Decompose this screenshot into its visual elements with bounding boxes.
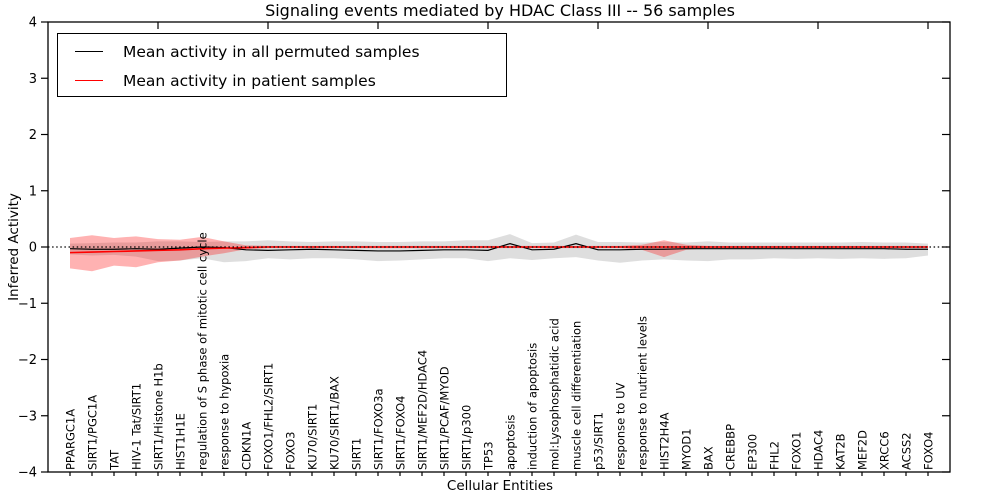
x-tick-label: induction of apoptosis	[526, 343, 540, 470]
x-tick-label: FOXO1	[790, 432, 804, 470]
y-tick-label: 1	[29, 184, 37, 199]
legend-label: Mean activity in patient samples	[123, 71, 376, 90]
legend-line-sample-red	[75, 80, 103, 81]
x-tick-label: HIST1H1E	[174, 413, 188, 470]
chart-title: Signaling events mediated by HDAC Class …	[265, 1, 735, 20]
x-tick-label: SIRT1/FOXO4	[394, 395, 408, 470]
x-tick-label: HIST2H4A	[658, 412, 672, 470]
permuted-samples-band	[70, 234, 928, 263]
x-tick-label: XRCC6	[878, 431, 892, 470]
legend-line-sample-black	[75, 51, 103, 52]
x-tick-label: ACSS2	[900, 432, 914, 470]
x-tick-label: muscle cell differentiation	[570, 321, 584, 470]
x-tick-label: FOXO1/FHL2/SIRT1	[262, 363, 276, 470]
x-tick-label: KU70/SIRT1	[306, 404, 320, 470]
y-tick-label: 2	[29, 128, 37, 143]
x-tick-label: EP300	[746, 434, 760, 470]
y-tick-label: 4	[29, 16, 37, 31]
x-tick-label: response to UV	[614, 382, 628, 470]
legend-item-permuted: Mean activity in all permuted samples	[58, 37, 506, 66]
x-tick-label: apoptosis	[504, 415, 518, 470]
y-tick-label: −3	[18, 409, 37, 424]
y-tick-label: −2	[18, 353, 37, 368]
x-tick-label: regulation of S phase of mitotic cell cy…	[196, 232, 210, 470]
y-axis-label: Inferred Activity	[6, 193, 22, 301]
x-axis-label: Cellular Entities	[446, 478, 554, 494]
x-tick-label: FOXO3	[284, 432, 298, 470]
x-tick-label: SIRT1/MEF2D/HDAC4	[416, 350, 430, 470]
x-tick-label: PPARGC1A	[64, 409, 78, 470]
x-tick-label: MYOD1	[680, 428, 694, 470]
x-tick-label: BAX	[702, 446, 716, 470]
legend-label: Mean activity in all permuted samples	[123, 42, 420, 61]
x-tick-label: SIRT1/FOXO3a	[372, 388, 386, 470]
x-tick-label: MEF2D	[856, 430, 870, 470]
x-tick-label: p53/SIRT1	[592, 412, 606, 470]
x-tick-label: KU70/SIRT1/BAX	[328, 376, 342, 470]
x-tick-label: SIRT1/p300	[460, 405, 474, 470]
x-tick-label: HIV-1 Tat/SIRT1	[130, 383, 144, 470]
x-tick-label: response to nutrient levels	[636, 316, 650, 470]
x-tick-label: HDAC4	[812, 430, 826, 470]
x-tick-label: KAT2B	[834, 433, 848, 470]
x-tick-label: FOXO4	[922, 432, 936, 470]
x-tick-label: CREBBP	[724, 424, 738, 470]
y-tick-label: 0	[29, 241, 37, 256]
legend-box: Mean activity in all permuted samples Me…	[57, 33, 507, 97]
x-tick-label: response to hypoxia	[218, 354, 232, 470]
x-tick-label: CDKN1A	[240, 422, 254, 470]
legend-item-patient: Mean activity in patient samples	[58, 66, 506, 95]
y-tick-label: 3	[29, 72, 37, 87]
x-tick-label: SIRT1/PCAF/MYOD	[438, 366, 452, 470]
x-tick-label: mol:Lysophosphatidic acid	[548, 318, 562, 470]
y-tick-label: −1	[18, 297, 37, 312]
y-tick-label: −4	[18, 466, 37, 481]
x-tick-label: SIRT1/PGC1A	[86, 395, 100, 470]
x-tick-label: SIRT1/Histone H1b	[152, 363, 166, 470]
x-tick-label: TP53	[482, 441, 496, 471]
x-tick-label: TAT	[108, 449, 122, 471]
x-tick-label: SIRT1	[350, 438, 364, 470]
x-tick-label: FHL2	[768, 441, 782, 470]
